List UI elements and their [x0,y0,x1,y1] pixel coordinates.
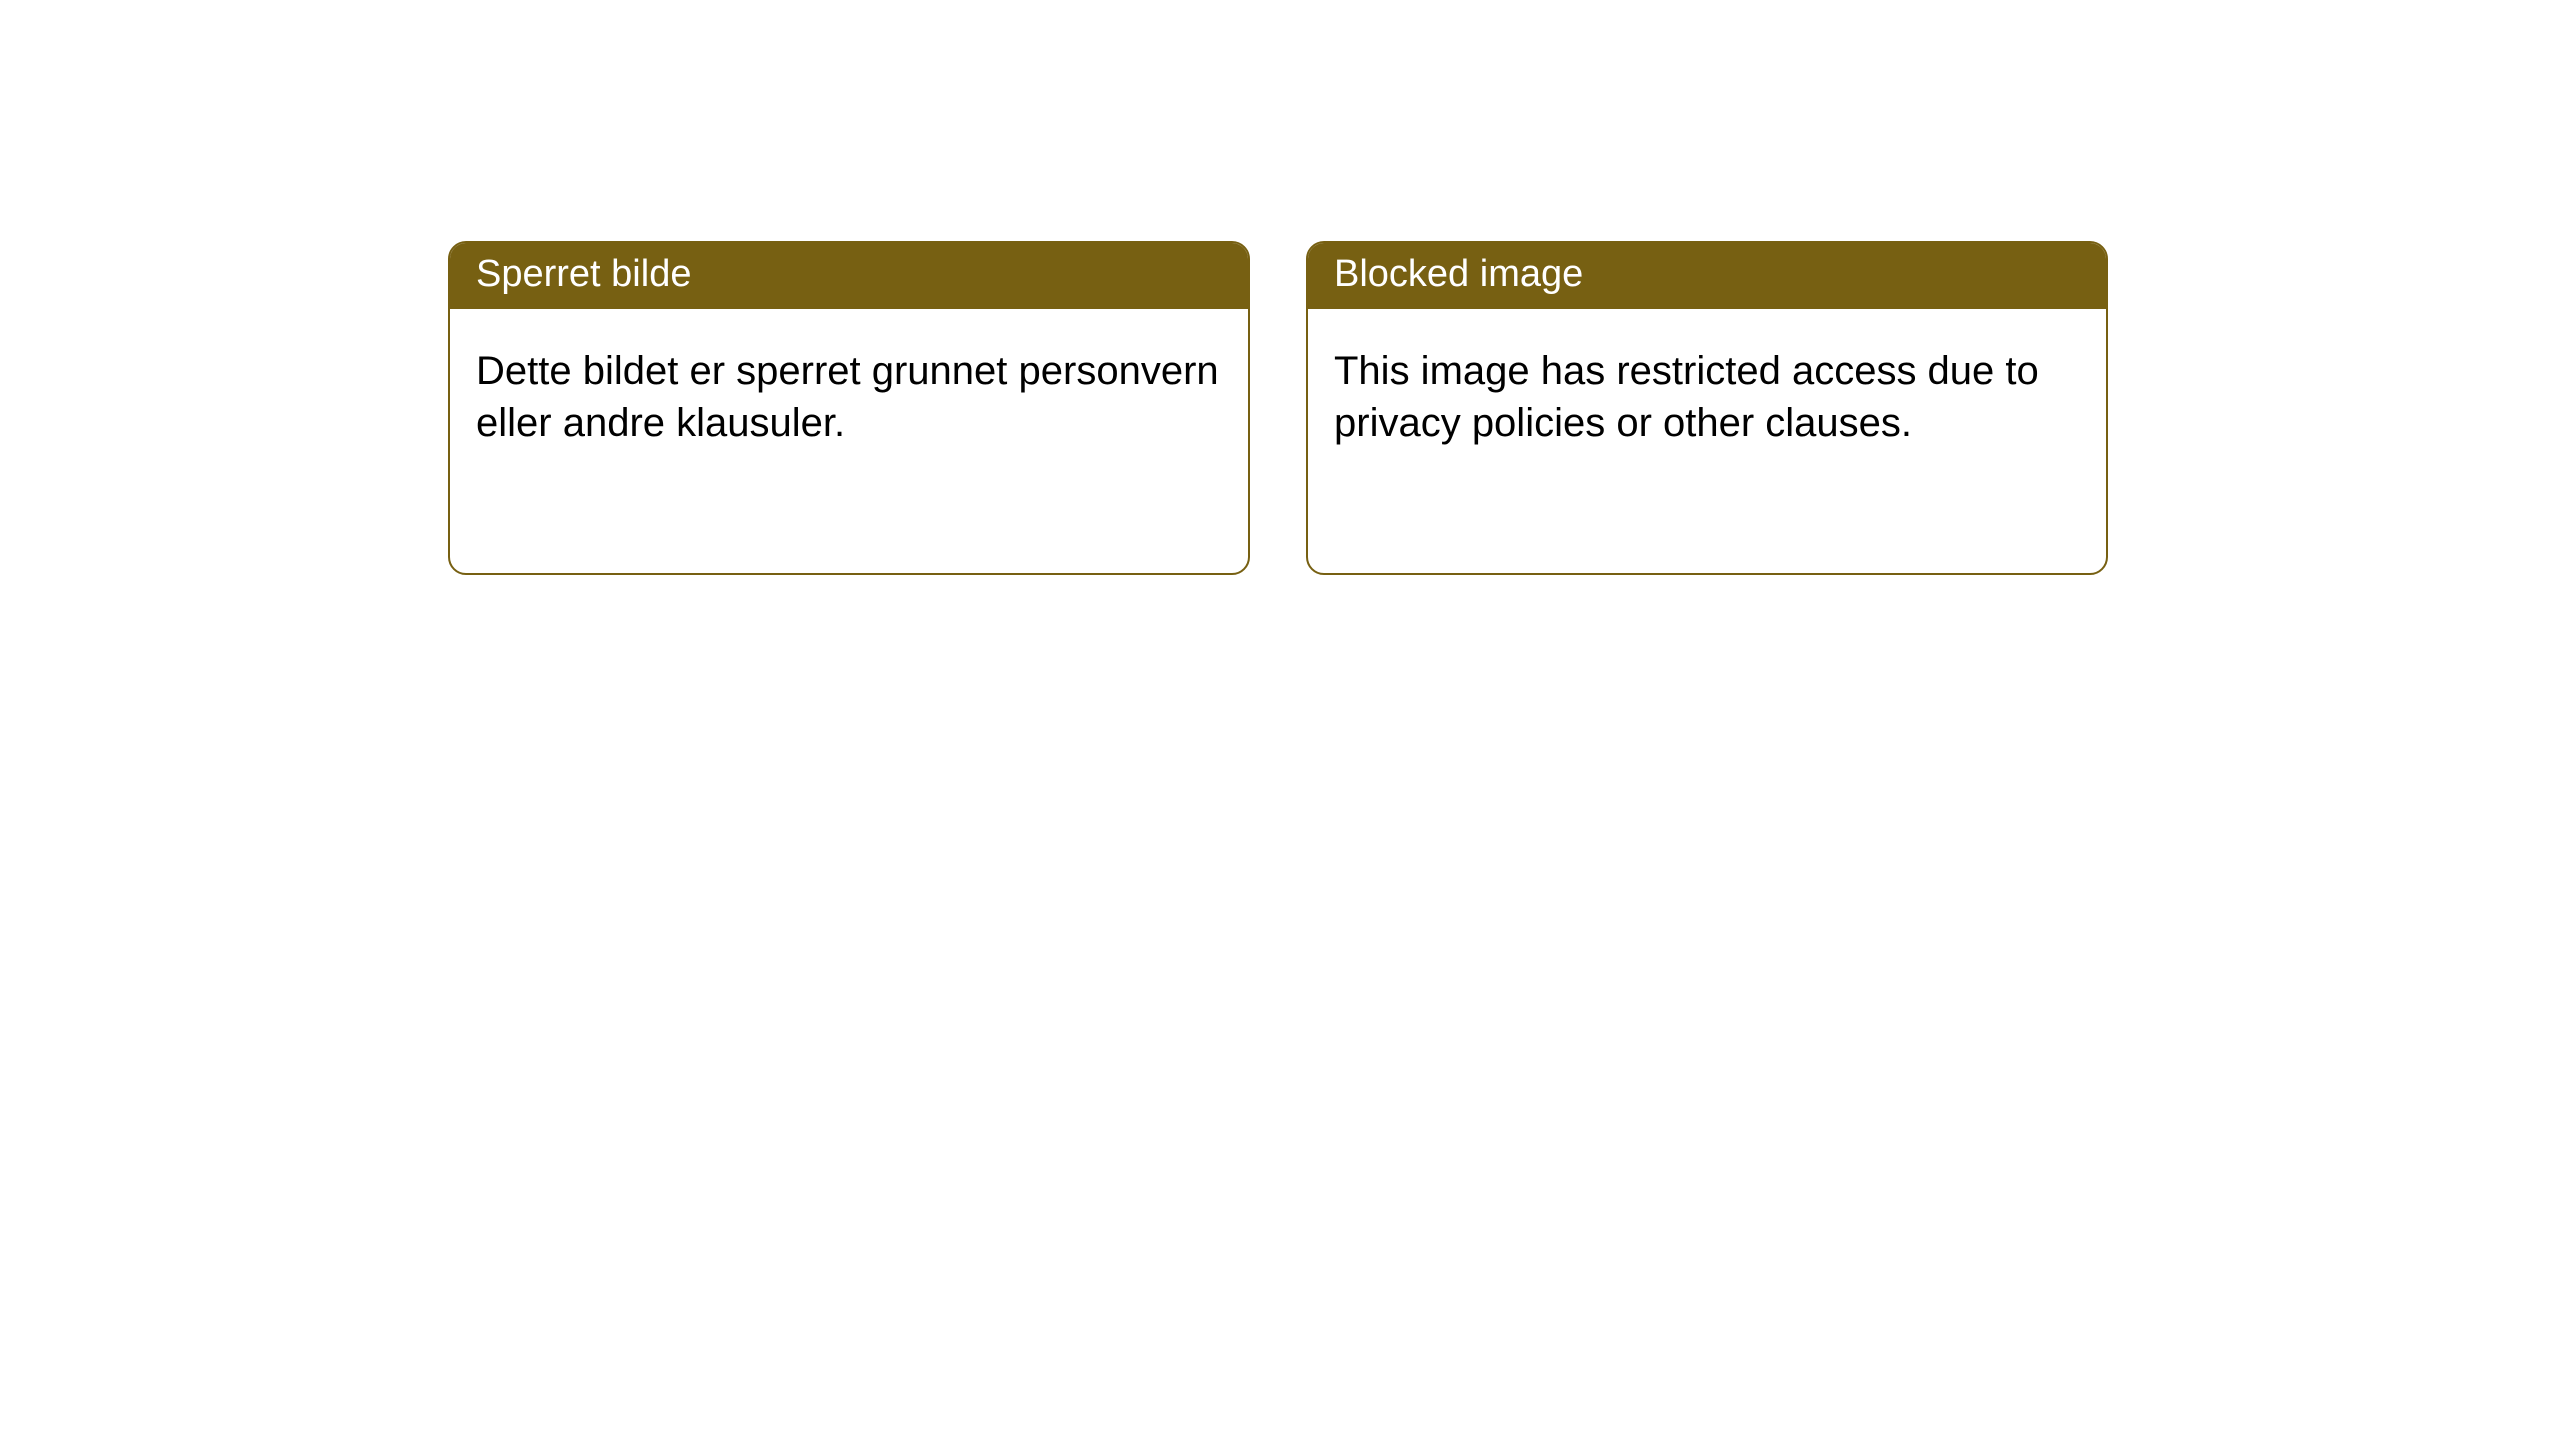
card-body-norwegian: Dette bildet er sperret grunnet personve… [450,309,1248,477]
card-norwegian: Sperret bilde Dette bildet er sperret gr… [448,241,1250,575]
card-english: Blocked image This image has restricted … [1306,241,2108,575]
card-header-english: Blocked image [1308,243,2106,309]
card-header-norwegian: Sperret bilde [450,243,1248,309]
cards-container: Sperret bilde Dette bildet er sperret gr… [0,0,2560,575]
card-body-english: This image has restricted access due to … [1308,309,2106,477]
